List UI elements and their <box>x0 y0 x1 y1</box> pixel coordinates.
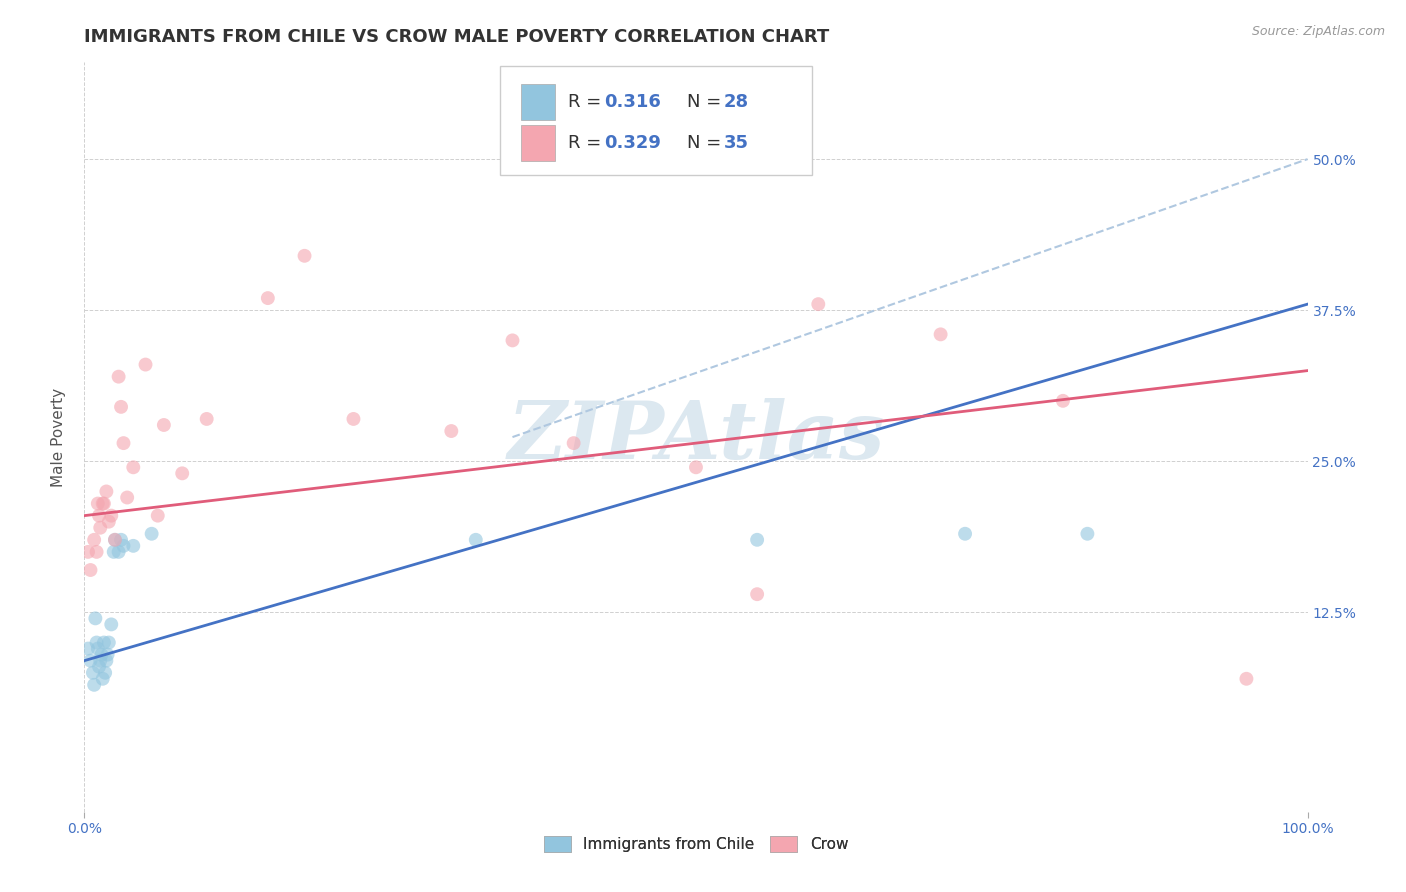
Point <box>86 635 108 649</box>
Point <box>807 297 830 311</box>
Point <box>90 648 112 662</box>
Point <box>1236 672 1258 686</box>
Text: Source: ZipAtlas.com: Source: ZipAtlas.com <box>1251 25 1385 38</box>
Point <box>953 526 976 541</box>
Point <box>96 654 118 668</box>
Point <box>96 484 118 499</box>
Point <box>112 436 135 450</box>
Point <box>86 545 108 559</box>
Point <box>115 491 138 505</box>
Point <box>110 533 132 547</box>
Text: IMMIGRANTS FROM CHILE VS CROW MALE POVERTY CORRELATION CHART: IMMIGRANTS FROM CHILE VS CROW MALE POVER… <box>84 28 830 45</box>
Point <box>929 327 952 342</box>
Point <box>89 654 111 668</box>
Point <box>135 358 157 372</box>
Text: 0.316: 0.316 <box>605 94 661 112</box>
Point <box>747 587 769 601</box>
Text: R =: R = <box>568 94 606 112</box>
Point <box>112 539 135 553</box>
Text: 0.329: 0.329 <box>605 134 661 152</box>
Text: N =: N = <box>688 134 727 152</box>
Point <box>1076 526 1098 541</box>
Point <box>97 648 120 662</box>
Point <box>100 617 122 632</box>
FancyBboxPatch shape <box>522 125 555 161</box>
Point <box>342 412 364 426</box>
Text: N =: N = <box>688 94 727 112</box>
Text: 28: 28 <box>724 94 749 112</box>
Text: R =: R = <box>568 134 606 152</box>
Point <box>77 545 100 559</box>
Point <box>502 334 524 348</box>
Point <box>89 521 111 535</box>
Point <box>91 497 114 511</box>
Point <box>562 436 585 450</box>
Point <box>195 412 218 426</box>
Y-axis label: Male Poverty: Male Poverty <box>51 387 66 487</box>
Text: 35: 35 <box>724 134 749 152</box>
Point <box>294 249 316 263</box>
FancyBboxPatch shape <box>501 66 813 175</box>
Point <box>87 641 110 656</box>
Point <box>84 611 107 625</box>
Point <box>97 635 120 649</box>
Point <box>87 659 110 673</box>
Point <box>110 400 132 414</box>
Point <box>122 460 145 475</box>
Point <box>104 533 127 547</box>
Point <box>747 533 769 547</box>
FancyBboxPatch shape <box>522 85 555 120</box>
Point <box>87 508 110 523</box>
Point <box>1052 393 1074 408</box>
Point <box>87 497 110 511</box>
Point <box>93 635 115 649</box>
Point <box>107 369 129 384</box>
Point <box>122 539 145 553</box>
Point <box>107 545 129 559</box>
Point <box>100 508 122 523</box>
Point <box>141 526 163 541</box>
Point <box>79 563 101 577</box>
Point <box>103 545 125 559</box>
Point <box>440 424 463 438</box>
Point <box>77 641 100 656</box>
Point <box>97 515 120 529</box>
Point <box>94 665 117 680</box>
Point <box>83 678 105 692</box>
Point <box>153 417 176 432</box>
Point <box>172 467 194 481</box>
Point <box>79 654 101 668</box>
Point <box>83 533 105 547</box>
Point <box>82 665 104 680</box>
Text: ZIPAtlas: ZIPAtlas <box>508 399 884 475</box>
Point <box>685 460 707 475</box>
Point <box>257 291 280 305</box>
Point <box>91 672 114 686</box>
Legend: Immigrants from Chile, Crow: Immigrants from Chile, Crow <box>537 830 855 858</box>
Point <box>464 533 486 547</box>
Point <box>93 497 115 511</box>
Point <box>146 508 169 523</box>
Point <box>104 533 127 547</box>
